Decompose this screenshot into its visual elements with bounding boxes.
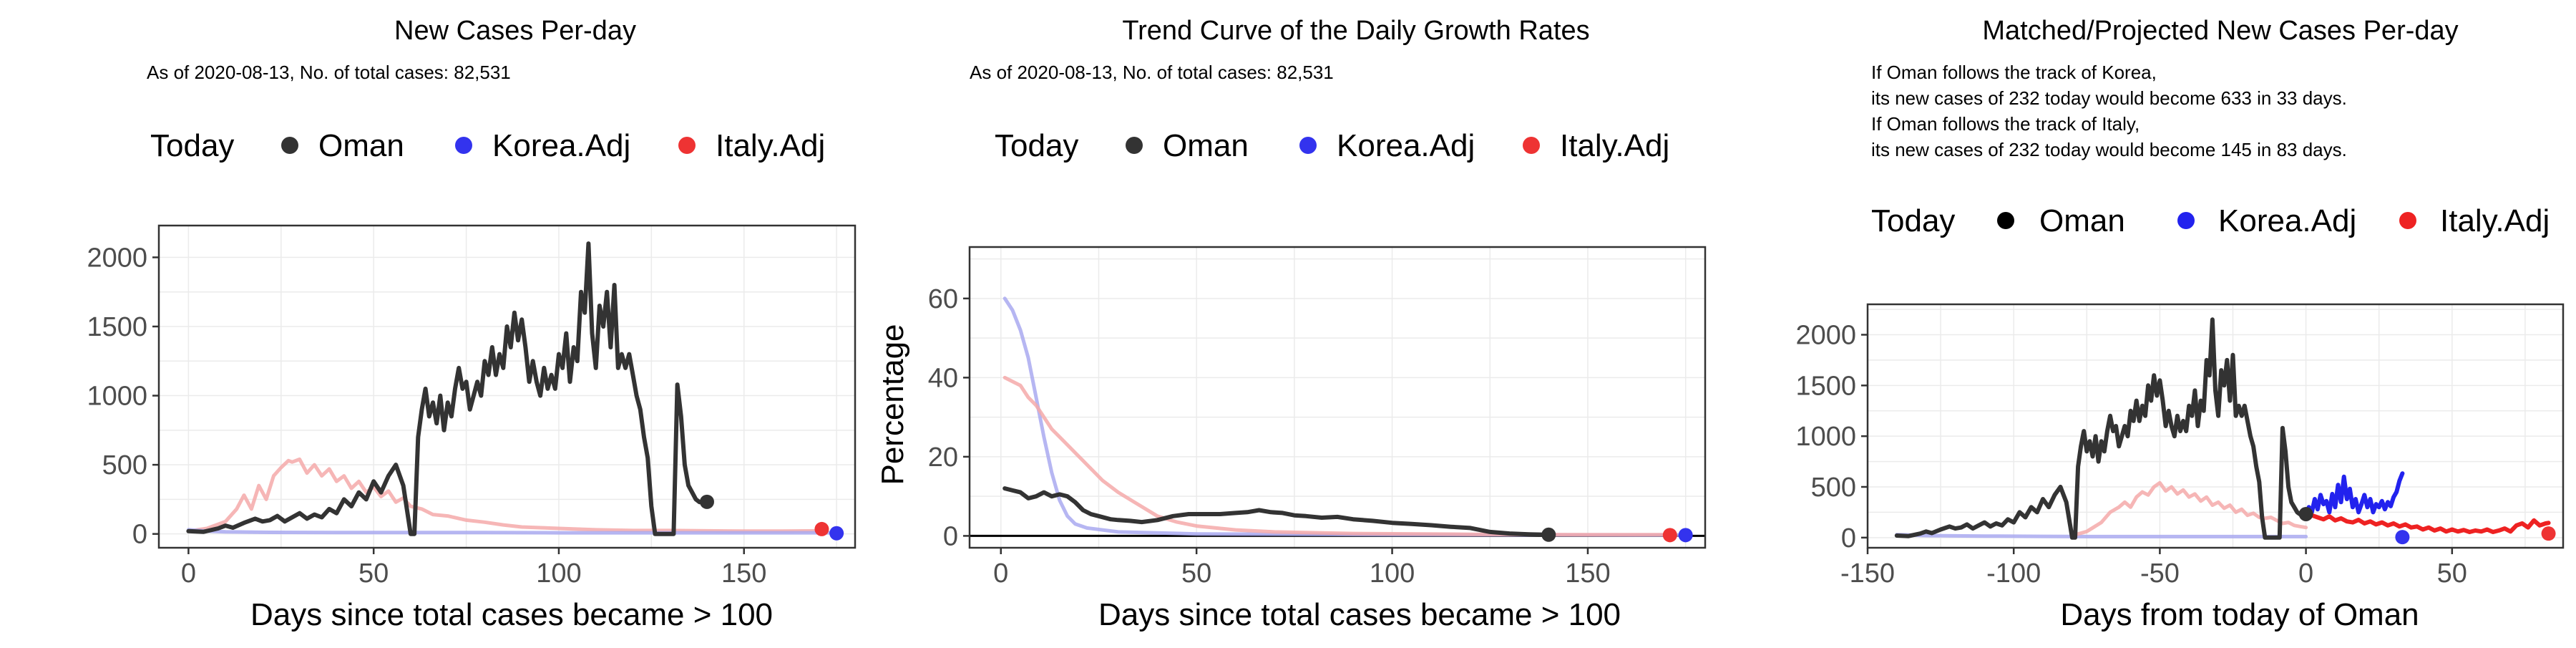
legend-key-korea: [1299, 137, 1317, 154]
series-line-korea-adj: [186, 528, 839, 535]
today-point-oman: [1541, 527, 1556, 542]
y-tick-label: 0: [1841, 523, 1856, 553]
legend-label-italy: Italy.Adj: [716, 128, 825, 163]
series-line-korea-adj-projected: [2303, 471, 2405, 516]
legend-title: Today: [150, 128, 234, 163]
x-tick-label: -150: [1840, 558, 1895, 589]
x-axis-label: Days since total cases became > 100: [250, 597, 773, 632]
y-tick-label: 500: [1811, 473, 1856, 503]
y-tick-label: 2000: [87, 243, 147, 273]
legend-key-oman: [281, 137, 298, 154]
legend: Today Oman Korea.Adj Italy.Adj: [995, 128, 1669, 163]
y-tick-label: 500: [102, 450, 147, 480]
today-point-oman: [2298, 506, 2313, 521]
plot-border: [968, 246, 1707, 549]
series-line-korea-adj: [1002, 296, 1688, 537]
y-tick-label: 1000: [1795, 422, 1856, 452]
annotation-korea-2: its new cases of 232 today would become …: [1871, 87, 2347, 109]
y-tick-label: 1500: [1795, 371, 1856, 401]
annotation-italy-2: its new cases of 232 today would become …: [1871, 139, 2347, 160]
y-tick-label: 0: [132, 520, 147, 550]
y-tick-label: 60: [928, 284, 958, 314]
x-tick-label: 0: [2298, 558, 2313, 589]
y-tick-label: 20: [928, 443, 958, 473]
plot-border: [1866, 303, 2565, 549]
x-tick-label: 0: [181, 558, 196, 589]
x-tick-label: 50: [2437, 558, 2467, 589]
chart-subtitle: As of 2020-08-13, No. of total cases: 82…: [970, 62, 1334, 83]
legend-key-korea: [2177, 212, 2195, 229]
legend-key-italy: [2399, 212, 2416, 229]
today-point-korea-adj: [2395, 530, 2410, 545]
y-tick-label: 40: [928, 363, 958, 393]
plot-area-growth-rates: 0 50 100 150 0 20 40 60: [928, 246, 1707, 589]
legend-label-korea: Korea.Adj: [492, 128, 630, 163]
y-axis-label: Percentage: [875, 324, 910, 485]
legend-key-korea: [455, 137, 472, 154]
chart-title: Trend Curve of the Daily Growth Rates: [1122, 16, 1589, 46]
today-point-korea-adj: [829, 526, 844, 541]
x-tick-label: -50: [2140, 558, 2180, 589]
panel-new-cases: New Cases Per-day As of 2020-08-13, No. …: [87, 16, 857, 632]
x-tick-label: 50: [1181, 558, 1211, 589]
legend-label-oman: Oman: [1163, 128, 1249, 163]
legend-title: Today: [995, 128, 1078, 163]
y-tick-label: 1000: [87, 382, 147, 412]
x-tick-label: 150: [721, 558, 766, 589]
x-tick-label: -100: [1986, 558, 2041, 589]
x-axis-label: Days since total cases became > 100: [1098, 597, 1621, 632]
legend: Today Oman Korea.Adj Italy.Adj: [1871, 203, 2550, 238]
annotation-italy-1: If Oman follows the track of Italy,: [1871, 113, 2140, 135]
series-line-oman: [1894, 317, 2308, 540]
x-tick-label: 100: [1370, 558, 1415, 589]
today-point-italy-adj: [814, 521, 829, 536]
legend-key-oman: [1126, 137, 1143, 154]
plot-border: [157, 224, 857, 549]
series-line-oman: [186, 241, 709, 536]
panel-projected: Matched/Projected New Cases Per-day If O…: [1795, 16, 2565, 632]
legend-label-italy: Italy.Adj: [1560, 128, 1669, 163]
today-point-korea-adj: [1678, 528, 1693, 543]
today-point-oman: [699, 494, 714, 509]
x-tick-label: 150: [1565, 558, 1610, 589]
legend-label-oman: Oman: [2039, 203, 2125, 238]
legend-label-italy: Italy.Adj: [2440, 203, 2550, 238]
legend-key-italy: [1523, 137, 1540, 154]
y-tick-label: 1500: [87, 312, 147, 342]
legend-key-italy: [678, 137, 696, 154]
x-axis-label: Days from today of Oman: [2060, 597, 2419, 632]
chart-title: New Cases Per-day: [394, 16, 636, 46]
series-line-italy-adj: [1002, 375, 1672, 537]
legend-title: Today: [1871, 203, 1955, 238]
chart-title: Matched/Projected New Cases Per-day: [1982, 16, 2458, 46]
x-tick-label: 0: [993, 558, 1008, 589]
series-line-oman: [1002, 486, 1551, 537]
series-line-italy-adj: [2070, 480, 2308, 538]
legend-key-oman: [1997, 212, 2014, 229]
y-tick-label: 0: [943, 521, 958, 551]
series-line-korea-adj: [1895, 533, 2308, 538]
chart-subtitle: As of 2020-08-13, No. of total cases: 82…: [147, 62, 511, 83]
legend-label-korea: Korea.Adj: [2218, 203, 2356, 238]
legend-label-oman: Oman: [318, 128, 404, 163]
today-point-italy-adj: [1662, 528, 1677, 543]
y-tick-label: 2000: [1795, 321, 1856, 351]
x-tick-label: 50: [358, 558, 389, 589]
series-line-italy-adj-projected: [2303, 512, 2551, 534]
annotation-korea-1: If Oman follows the track of Korea,: [1871, 62, 2157, 83]
legend: Today Oman Korea.Adj Italy.Adj: [150, 128, 825, 163]
panel-growth-rates: Trend Curve of the Daily Growth Rates As…: [875, 16, 1707, 632]
legend-label-korea: Korea.Adj: [1337, 128, 1475, 163]
today-point-italy-adj: [2541, 526, 2556, 541]
x-tick-label: 100: [536, 558, 581, 589]
